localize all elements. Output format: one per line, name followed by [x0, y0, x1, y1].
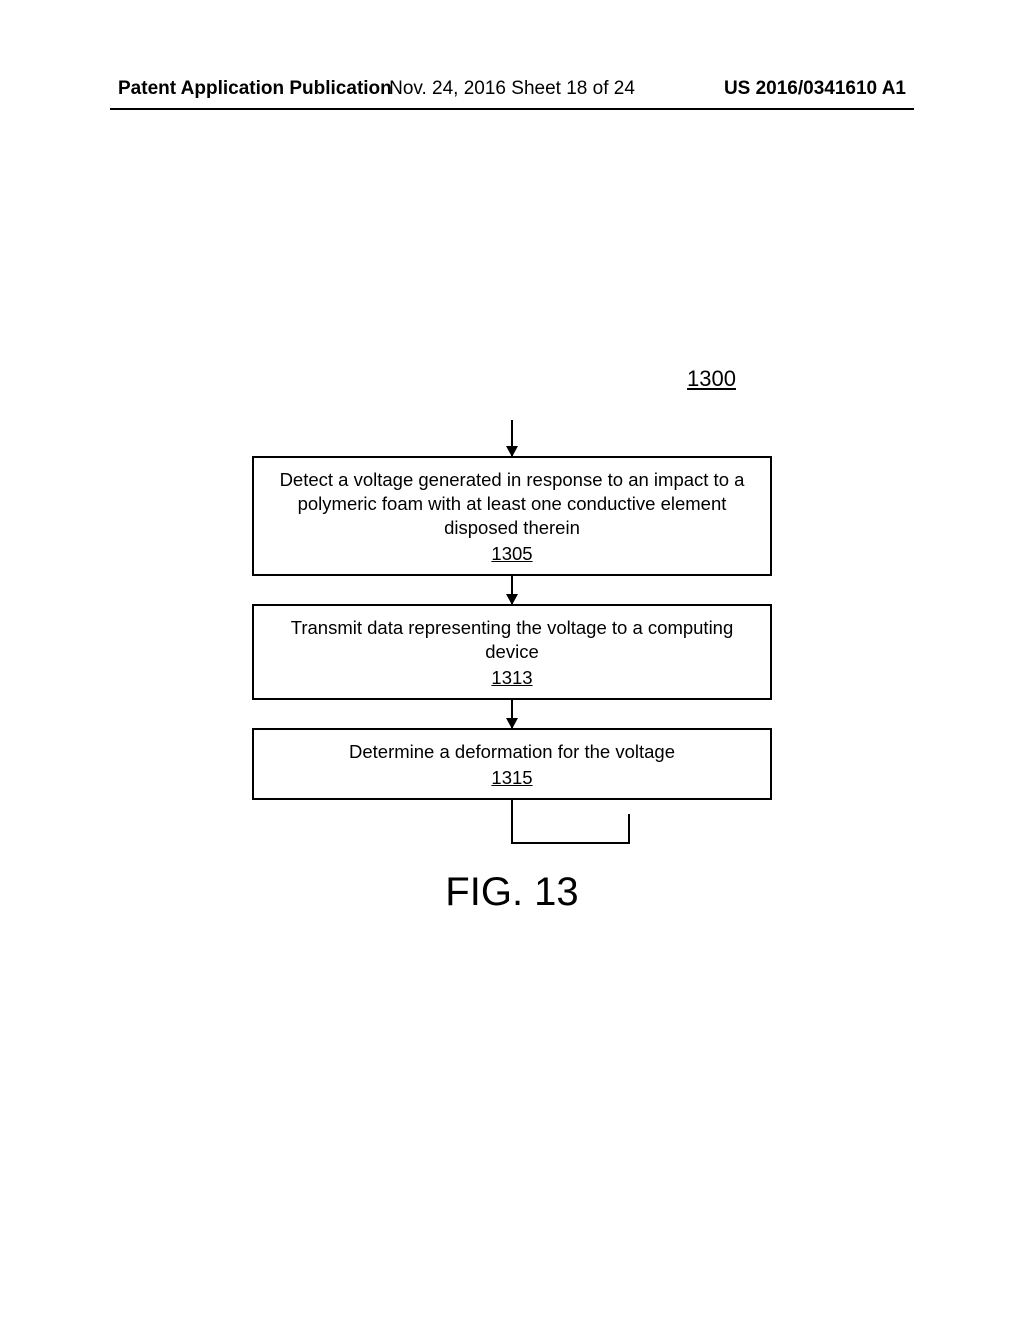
connector-1305-1313 [252, 576, 772, 604]
header-row: Patent Application Publication Nov. 24, … [0, 78, 1024, 100]
flowchart-node-1315: Determine a deformation for the voltage … [252, 728, 772, 800]
page-header: Patent Application Publication Nov. 24, … [0, 78, 1024, 100]
node-number: 1315 [491, 766, 532, 790]
flowchart: Detect a voltage generated in response t… [252, 420, 772, 844]
header-rule [110, 108, 914, 110]
diagram-reference-number: 1300 [687, 366, 736, 392]
arrowhead-icon [506, 718, 518, 729]
page: Patent Application Publication Nov. 24, … [0, 0, 1024, 1320]
arrowhead-icon [506, 446, 518, 457]
connector-1313-1315 [252, 700, 772, 728]
flowchart-node-1305: Detect a voltage generated in response t… [252, 456, 772, 576]
node-text: Transmit data representing the voltage t… [268, 616, 756, 664]
flowchart-node-1313: Transmit data representing the voltage t… [252, 604, 772, 700]
node-text: Detect a voltage generated in response t… [268, 468, 756, 540]
header-center: Nov. 24, 2016 Sheet 18 of 24 [389, 78, 635, 100]
arrowhead-icon [506, 594, 518, 605]
node-number: 1305 [491, 542, 532, 566]
header-right: US 2016/0341610 A1 [724, 78, 906, 100]
exit-connector [252, 800, 772, 844]
figure-caption: FIG. 13 [0, 870, 1024, 915]
header-left: Patent Application Publication [118, 78, 392, 100]
node-number: 1313 [491, 666, 532, 690]
node-text: Determine a deformation for the voltage [268, 740, 756, 764]
entry-connector [252, 420, 772, 456]
